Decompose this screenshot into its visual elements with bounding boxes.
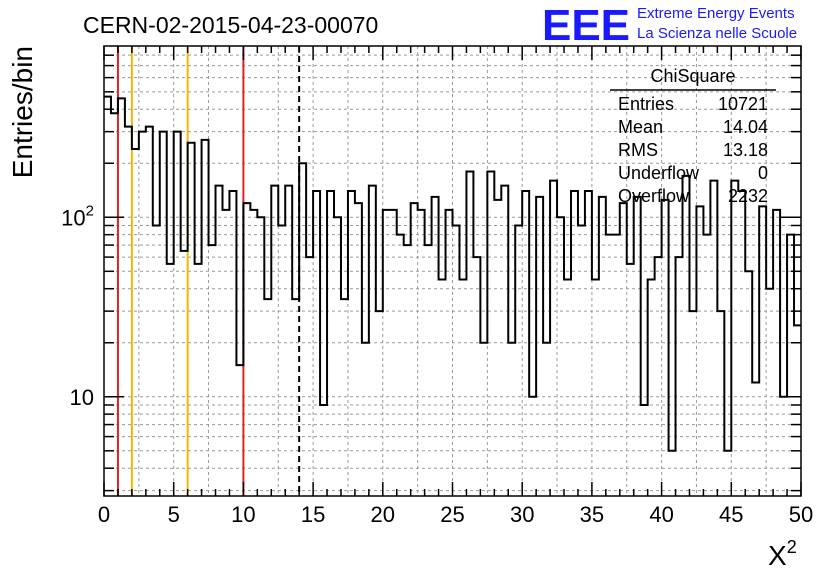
y-tick-label-exponent: 2 — [86, 202, 94, 219]
x-tick-label: 40 — [649, 502, 673, 527]
x-tick-label: 50 — [789, 502, 813, 527]
eee-logo-mark: EEE — [542, 1, 630, 50]
stats-row-label: RMS — [618, 140, 658, 160]
histogram-series — [104, 95, 801, 452]
y-tick-label: 102 — [61, 202, 94, 230]
y-tick-label-base: 10 — [61, 205, 85, 230]
chart-title: CERN-02-2015-04-23-00070 — [83, 12, 378, 38]
stats-row-label: Overflow — [618, 186, 690, 206]
x-tick-label: 5 — [168, 502, 180, 527]
x-tick-label: 35 — [580, 502, 604, 527]
x-tick-label: 15 — [301, 502, 325, 527]
x-axis-label-sup: 2 — [787, 537, 797, 557]
stats-box: ChiSquare Entries 10721 Mean 14.04 RMS 13.18 U… — [610, 66, 776, 206]
stats-box-title: ChiSquare — [650, 66, 735, 86]
grid — [104, 46, 801, 496]
stats-row-value: 2232 — [728, 186, 768, 206]
y-tick-label: 10 — [70, 385, 94, 410]
eee-logo-line1: Extreme Energy Events — [637, 5, 795, 22]
x-axis-label: X2 — [768, 537, 797, 571]
x-tick-label: 25 — [440, 502, 464, 527]
x-tick-label: 20 — [371, 502, 395, 527]
axis-ticks — [103, 46, 802, 496]
stats-row-value: 13.18 — [723, 140, 768, 160]
stats-row-label: Underflow — [618, 163, 700, 183]
stats-row-value: 14.04 — [723, 117, 768, 137]
x-tick-label: 10 — [231, 502, 255, 527]
x-axis-label-main: X — [768, 540, 787, 571]
eee-logo-line2: La Scienza nelle Scuole — [637, 25, 797, 42]
stats-row-label: Entries — [618, 94, 674, 114]
x-tick-label: 30 — [510, 502, 534, 527]
x-tick-label: 45 — [719, 502, 743, 527]
stats-row-value: 10721 — [718, 94, 768, 114]
x-tick-label: 0 — [98, 502, 110, 527]
y-tick-label-base: 10 — [70, 385, 94, 410]
eee-logo: EEE Extreme Energy Events La Scienza nel… — [542, 1, 797, 50]
stats-row-label: Mean — [618, 117, 663, 137]
x-tick-labels: 0 5 10 15 20 25 30 35 40 45 50 — [98, 502, 813, 527]
y-axis-label: Entries/bin — [7, 46, 38, 178]
stats-row-value: 0 — [758, 163, 768, 183]
